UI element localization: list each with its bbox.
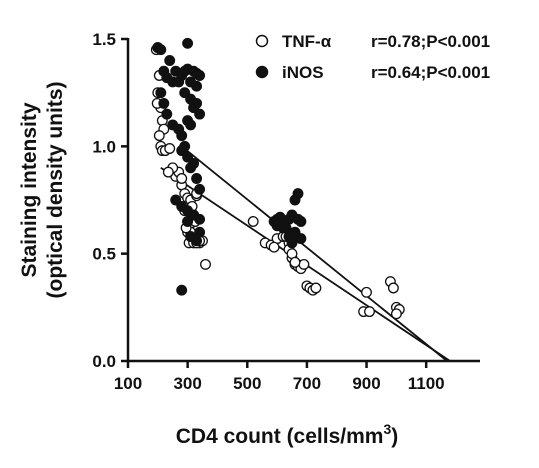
inos-legend-label: iNOS xyxy=(282,63,324,82)
inos-point xyxy=(191,80,203,92)
x-axis-title-superscript: 3 xyxy=(383,421,391,437)
inos-point xyxy=(182,37,194,49)
tnf-alpha-point xyxy=(200,258,211,270)
tnf-alpha-point xyxy=(268,241,280,253)
y-axis-title-line2: (optical density units) xyxy=(44,81,67,298)
inos-point xyxy=(292,188,304,200)
tnf-alpha-point xyxy=(164,143,176,154)
inos-point xyxy=(176,130,188,142)
inos-legend-marker xyxy=(255,65,269,79)
x-tick-label: 100 xyxy=(114,374,142,393)
inos-point xyxy=(161,108,173,120)
y-tick-label: 1.0 xyxy=(92,137,116,156)
y-tick-label: 0.5 xyxy=(92,245,116,264)
inos-point xyxy=(158,97,170,109)
inos-legend-stat: r=0.64;P<0.001 xyxy=(371,63,490,82)
ticks: 0.0 0.5 1.0 1.5 100 300 500 700 900 1100 xyxy=(92,30,444,393)
x-axis-title-main: CD4 count (cells/mm xyxy=(176,425,384,448)
inos-point xyxy=(155,44,167,56)
inos-point xyxy=(277,222,289,234)
tnf-alpha-point xyxy=(162,166,174,178)
tnf-alpha-point xyxy=(390,308,402,320)
x-tick-label: 500 xyxy=(233,374,261,393)
tnf-alpha-legend-stat: r=0.78;P<0.001 xyxy=(371,32,490,51)
inos-point xyxy=(185,93,197,105)
inos-point xyxy=(179,140,191,152)
y-axis-title-line1: Staining intensity xyxy=(18,102,41,277)
x-tick-label: 300 xyxy=(173,374,201,393)
x-axis-title-end: ) xyxy=(391,425,398,448)
tnf-alpha-point xyxy=(387,282,399,294)
inos-point xyxy=(194,70,206,81)
inos-point xyxy=(176,284,188,296)
tnf-alpha-point xyxy=(298,258,310,270)
inos-point xyxy=(194,183,206,195)
x-tick-label: 700 xyxy=(293,374,321,393)
inos-point xyxy=(194,226,206,238)
x-tick-label: 1100 xyxy=(408,374,445,393)
inos-point xyxy=(194,213,206,225)
inos-point xyxy=(194,108,206,120)
inos-point xyxy=(185,119,197,131)
inos-point xyxy=(295,233,307,245)
data-points xyxy=(150,37,405,320)
tnf-alpha-point xyxy=(310,282,322,294)
tnf-alpha-point xyxy=(361,286,372,298)
inos-point xyxy=(164,55,176,66)
tnf-alpha-point xyxy=(247,216,259,227)
tnf-alpha-legend-marker xyxy=(255,34,269,48)
inos-point xyxy=(155,87,167,99)
x-tick-label: 900 xyxy=(352,374,380,393)
y-tick-label: 1.5 xyxy=(92,30,116,49)
inos-point xyxy=(292,213,304,225)
inos-point xyxy=(191,173,203,184)
tnf-alpha-point xyxy=(364,306,375,318)
tnf-alpha-point xyxy=(153,130,165,142)
tnf-alpha-point xyxy=(289,256,301,268)
legend: TNF-α r=0.78;P<0.001 iNOS r=0.64;P<0.001 xyxy=(255,32,490,82)
y-tick-label: 0.0 xyxy=(92,352,116,371)
tnf-alpha-point xyxy=(176,173,188,184)
x-axis-title: CD4 count (cells/mm3) xyxy=(176,421,399,448)
inos-point xyxy=(188,158,200,169)
inos-point xyxy=(182,216,194,227)
tnf-alpha-legend-label: TNF-α xyxy=(282,32,332,51)
inos-point xyxy=(286,237,298,249)
inos-regression-line xyxy=(181,145,448,362)
